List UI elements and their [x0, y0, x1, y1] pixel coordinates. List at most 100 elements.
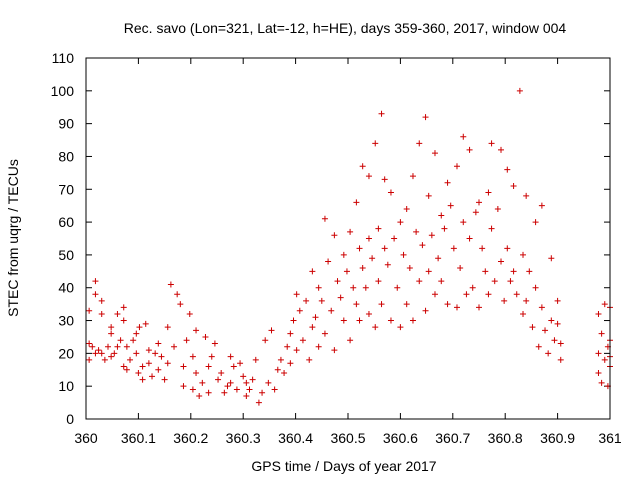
data-point-plus [296, 307, 303, 314]
data-point-plus [394, 284, 401, 291]
data-point-plus [139, 363, 146, 370]
data-point-plus [98, 350, 105, 357]
data-point-plus [438, 212, 445, 219]
data-point-plus [180, 383, 187, 390]
data-point-plus [98, 310, 105, 317]
data-point-plus [359, 265, 366, 272]
axis-ticks: 360 360.1 360.2 360.3 360.4 360.5 360.6 360.7 36… [51, 50, 622, 446]
data-point-plus [227, 353, 234, 360]
data-point-plus [498, 258, 505, 265]
data-point-plus [123, 343, 130, 350]
data-point-plus [193, 327, 200, 334]
data-point-plus [472, 209, 479, 216]
data-point-plus [353, 199, 360, 206]
data-point-plus [218, 370, 225, 377]
data-point-plus [381, 245, 388, 252]
data-point-plus [513, 291, 520, 298]
data-point-plus [375, 225, 382, 232]
data-point-plus [416, 140, 423, 147]
data-point-plus [447, 202, 454, 209]
data-point-plus [409, 317, 416, 324]
data-point-plus [428, 232, 435, 239]
data-point-plus [466, 235, 473, 242]
data-point-plus [532, 219, 539, 226]
data-point-plus [535, 343, 542, 350]
data-point-plus [130, 337, 137, 344]
x-tick-label: 360.6 [383, 430, 418, 446]
data-point-plus [233, 386, 240, 393]
data-point-plus [520, 310, 527, 317]
data-point-plus [86, 307, 93, 314]
x-tick-label: 360 [74, 430, 98, 446]
data-point-plus [331, 232, 338, 239]
data-point-plus [243, 393, 250, 400]
data-point-plus [325, 258, 332, 265]
data-point-plus [101, 356, 108, 363]
data-point-plus [397, 324, 404, 331]
data-point-plus [309, 324, 316, 331]
data-point-plus [265, 379, 272, 386]
data-point-plus [281, 370, 288, 377]
data-point-plus [488, 225, 495, 232]
data-point-plus [532, 284, 539, 291]
data-point-plus [381, 176, 388, 183]
data-point-plus [136, 324, 143, 331]
data-point-plus [306, 356, 313, 363]
data-point-plus [290, 317, 297, 324]
data-point-plus [155, 340, 162, 347]
data-point-plus [108, 330, 115, 337]
data-point-plus [111, 350, 118, 357]
data-point-plus [205, 389, 212, 396]
x-tick-label: 361 [598, 430, 622, 446]
x-tick-label: 360.5 [330, 430, 365, 446]
x-tick-label: 360.1 [121, 430, 156, 446]
data-point-plus [337, 294, 344, 301]
data-point-plus [510, 268, 517, 275]
data-point-plus [460, 133, 467, 140]
data-point-plus [196, 393, 203, 400]
data-point-plus [89, 343, 96, 350]
y-tick-label: 50 [58, 247, 74, 263]
data-point-plus [438, 278, 445, 285]
data-point-plus [501, 297, 508, 304]
data-point-plus [108, 324, 115, 331]
data-point-plus [548, 317, 555, 324]
data-point-plus [145, 360, 152, 367]
data-point-plus [92, 278, 99, 285]
data-point-plus [494, 205, 501, 212]
data-point-plus [403, 301, 410, 308]
data-point-plus [435, 255, 442, 262]
data-point-plus [365, 173, 372, 180]
data-point-plus [554, 320, 561, 327]
data-point-plus [293, 347, 300, 354]
data-point-plus [224, 383, 231, 390]
data-point-plus [133, 330, 140, 337]
data-point-plus [466, 146, 473, 153]
data-point-plus [120, 304, 127, 311]
data-point-plus [551, 337, 558, 344]
y-tick-label: 20 [58, 345, 74, 361]
data-point-plus [460, 219, 467, 226]
data-point-plus [271, 386, 278, 393]
data-point-plus [186, 310, 193, 317]
data-point-plus [457, 265, 464, 272]
data-point-plus [378, 301, 385, 308]
data-point-plus [105, 343, 112, 350]
data-point-plus [237, 360, 244, 367]
data-point-plus [120, 317, 127, 324]
data-point-plus [164, 324, 171, 331]
data-point-plus [309, 268, 316, 275]
data-point-plus [387, 317, 394, 324]
data-point-plus [548, 255, 555, 262]
data-point-plus [246, 386, 253, 393]
y-tick-label: 40 [58, 280, 74, 296]
data-point-plus [372, 324, 379, 331]
data-point-plus [321, 215, 328, 222]
data-point-plus [491, 278, 498, 285]
data-point-plus [139, 376, 146, 383]
data-point-plus [315, 284, 322, 291]
data-point-plus [347, 228, 354, 235]
data-point-plus [227, 379, 234, 386]
data-point-plus [299, 337, 306, 344]
